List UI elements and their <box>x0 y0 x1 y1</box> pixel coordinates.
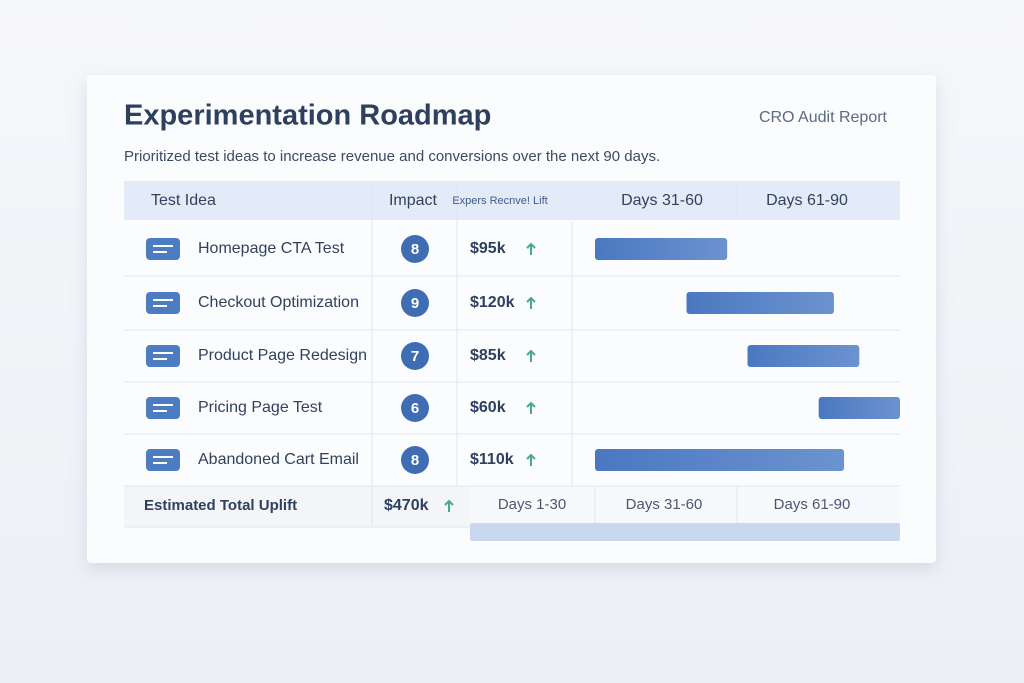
column-header: Days 61-90 <box>766 192 848 209</box>
impact-score: 8 <box>411 241 419 258</box>
period-label: Days 61-90 <box>774 496 851 513</box>
timeline-bar <box>595 449 845 471</box>
revenue-lift: $85k <box>470 347 506 364</box>
test-idea: Pricing Page Test <box>198 399 323 416</box>
timeline-bar <box>595 238 728 260</box>
footer-row <box>124 486 470 527</box>
table-header <box>124 181 900 220</box>
grid <box>124 181 738 528</box>
impact-score: 8 <box>411 452 419 469</box>
row-icon-detail <box>153 456 173 464</box>
test-idea: Product Page Redesign <box>198 347 367 364</box>
test-idea: Homepage CTA Test <box>198 240 345 257</box>
impact-badge <box>401 446 429 474</box>
impact-score: 7 <box>411 348 419 365</box>
up-arrow <box>526 453 536 466</box>
column-header: Expers Recnve! Lift <box>452 195 547 207</box>
row-icon-detail <box>153 299 173 307</box>
badge: CRO Audit Report <box>759 109 888 126</box>
footer-label: Estimated Total Uplift <box>144 497 297 514</box>
row-icon <box>146 292 180 314</box>
row-icon-detail <box>153 352 173 360</box>
title: Experimentation Roadmap <box>124 100 491 132</box>
revenue-lift: $95k <box>470 240 506 257</box>
impact-badge <box>401 289 429 317</box>
footer-periods <box>470 486 900 523</box>
impact-badge <box>401 394 429 422</box>
up-arrow <box>444 499 454 512</box>
row-icon-detail <box>153 404 173 412</box>
row-icon <box>146 238 180 260</box>
row-icon <box>146 449 180 471</box>
column-header: Days 31-60 <box>621 192 703 209</box>
revenue-lift: $60k <box>470 399 506 416</box>
impact-badge <box>401 235 429 263</box>
test-idea: Checkout Optimization <box>198 294 359 311</box>
up-arrow <box>526 242 536 255</box>
test-idea: Abandoned Cart Email <box>198 451 359 468</box>
revenue-lift: $110k <box>470 451 514 468</box>
impact-badge <box>401 342 429 370</box>
footer-total: $470k <box>384 497 429 514</box>
row-icon <box>146 397 180 419</box>
row-icon <box>146 345 180 367</box>
column-header: Impact <box>389 192 438 209</box>
revenue-lift: $120k <box>470 294 515 311</box>
row-icon-detail <box>153 245 173 253</box>
timeline-bar <box>686 292 834 314</box>
up-arrow <box>526 296 536 309</box>
up-arrow <box>526 349 536 362</box>
column-header: Test Idea <box>151 192 216 209</box>
description: Prioritized test ideas to increase reven… <box>124 148 660 165</box>
timeline-bar <box>747 345 860 367</box>
impact-score: 6 <box>411 400 419 417</box>
impact-score: 9 <box>411 295 419 312</box>
footer-stripe <box>470 523 900 541</box>
up-arrow <box>526 401 536 414</box>
timeline-bar <box>818 397 900 419</box>
period-label: Days 31-60 <box>626 496 703 513</box>
period-label: Days 1-30 <box>498 496 566 513</box>
